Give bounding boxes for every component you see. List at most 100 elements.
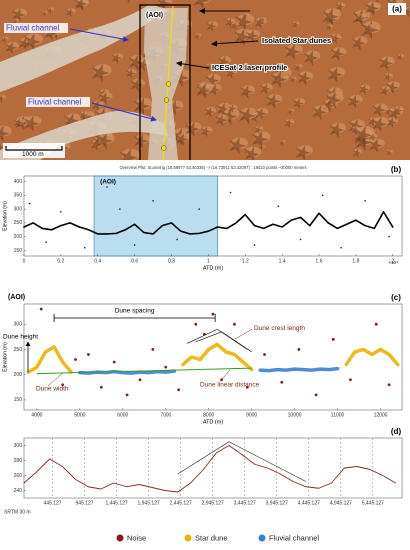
scatter-point (387, 383, 391, 387)
dune-shadow (226, 68, 237, 79)
y-tick-label: 250 (14, 347, 23, 353)
dune-shadow (185, 121, 200, 137)
dune-shadow (166, 99, 182, 116)
annotation: Isolated Star dunes (262, 36, 331, 45)
scatter-point (60, 211, 62, 213)
annotation: Fluvial channel (6, 24, 60, 33)
dune-shadow (41, 10, 48, 17)
scatter-point (61, 383, 65, 387)
legend-marker (258, 534, 266, 542)
pointer (47, 372, 63, 386)
dune-shadow (242, 12, 249, 20)
dune-shadow (91, 63, 110, 83)
panel-label: (d) (391, 427, 402, 436)
dune-shadow (230, 21, 239, 31)
dune-shadow (0, 125, 10, 143)
y-tick-label: 400 (14, 179, 23, 185)
y-tick-label: 300 (14, 443, 23, 449)
scatter-point (194, 322, 198, 326)
scatter-point (374, 322, 378, 326)
dune-shadow (227, 104, 237, 114)
scatter-point (112, 360, 116, 364)
dune-shadow (279, 139, 286, 146)
dune-shadow (372, 103, 386, 118)
arrow (211, 40, 259, 47)
scatter-point (177, 388, 181, 392)
x-tick-label: 0 (23, 258, 26, 264)
scatter-point (314, 393, 318, 397)
scatter-point (388, 235, 390, 238)
dune-shadow (386, 149, 393, 156)
x-tick-label: 5,445.127 (362, 500, 384, 506)
dune-shadow (238, 107, 256, 125)
legend-marker (184, 534, 192, 542)
dune-shadow (205, 63, 213, 72)
dune-shadow (322, 7, 340, 26)
dune-shadow (386, 116, 398, 128)
annotation: Dune width (36, 386, 69, 393)
y-tick-label: 350 (14, 193, 23, 199)
dune-shadow (130, 78, 144, 92)
x-tick-label: 11000 (331, 412, 345, 418)
x-tick-label: 1,445.127 (105, 500, 127, 506)
dune-shadow (234, 28, 251, 46)
dune-shadow (245, 29, 259, 43)
crest-line (195, 331, 252, 353)
dune-shadow (297, 70, 312, 86)
label-bg (4, 23, 68, 33)
dune-shadow (137, 59, 150, 72)
dune-shadow (23, 115, 40, 132)
y-tick-label: 200 (14, 234, 23, 240)
dune-shadow (111, 52, 123, 64)
dune-shadow (206, 20, 217, 32)
source-label: SRTM 30 m (4, 509, 31, 515)
dune-shadow (14, 117, 24, 128)
dune-shadow (44, 26, 58, 41)
panel-label: (a) (392, 5, 402, 14)
legend-label: Star dune (195, 533, 228, 542)
y-tick-label: 300 (14, 322, 23, 328)
dune-shadow (126, 0, 132, 4)
dune-shadow (361, 20, 379, 40)
scatter-point (349, 378, 352, 382)
annotation: Fluvial channel (28, 98, 82, 107)
x-tick-label: 2,445.127 (170, 500, 192, 506)
aoi-band (93, 175, 219, 257)
x-tick-label: 4,945.127 (330, 500, 352, 506)
dune-shadow (255, 107, 268, 121)
x-tick-label: 0.8 (168, 258, 175, 264)
dune-shadow (200, 126, 212, 138)
aoi-label: (AOI) (100, 179, 116, 186)
dune-shadow (284, 43, 301, 61)
annotation: Dune linear distance (200, 381, 260, 388)
dune-shadow (194, 33, 201, 40)
dune-shadow (74, 0, 88, 11)
chart-title: Overview Plot: Scanning (18.59977 53.403… (119, 165, 306, 170)
dune-shadow (47, 7, 54, 14)
dune-shadow (354, 125, 373, 145)
aoi-box (139, 4, 191, 160)
dune-shadow (322, 99, 336, 113)
dune-shadow (261, 65, 267, 72)
dune-shadow (325, 91, 342, 109)
legend-marker (116, 534, 124, 542)
dune-shadow (0, 94, 6, 104)
dune-shadow (374, 0, 382, 4)
y-tick-label: 260 (14, 473, 23, 479)
scatter-point (99, 385, 103, 389)
scatter-point (277, 205, 280, 208)
x-axis-label: ATD (m) (203, 419, 224, 425)
dune-shadow (5, 41, 18, 55)
scatter-point (229, 191, 232, 194)
dune-shadow (244, 146, 260, 160)
dune-shadow (347, 94, 362, 109)
x-tick-label: 3,445.127 (234, 500, 256, 506)
scatter-point (119, 208, 121, 210)
x-tick-label: 5000 (74, 412, 85, 418)
y-tick-label: 300 (14, 206, 23, 212)
x-tick-label: 0.4 (94, 258, 101, 264)
dune-shadow (396, 53, 404, 61)
scatter-point (74, 358, 77, 361)
annotation: ICESat-2 laser profile (212, 63, 287, 72)
